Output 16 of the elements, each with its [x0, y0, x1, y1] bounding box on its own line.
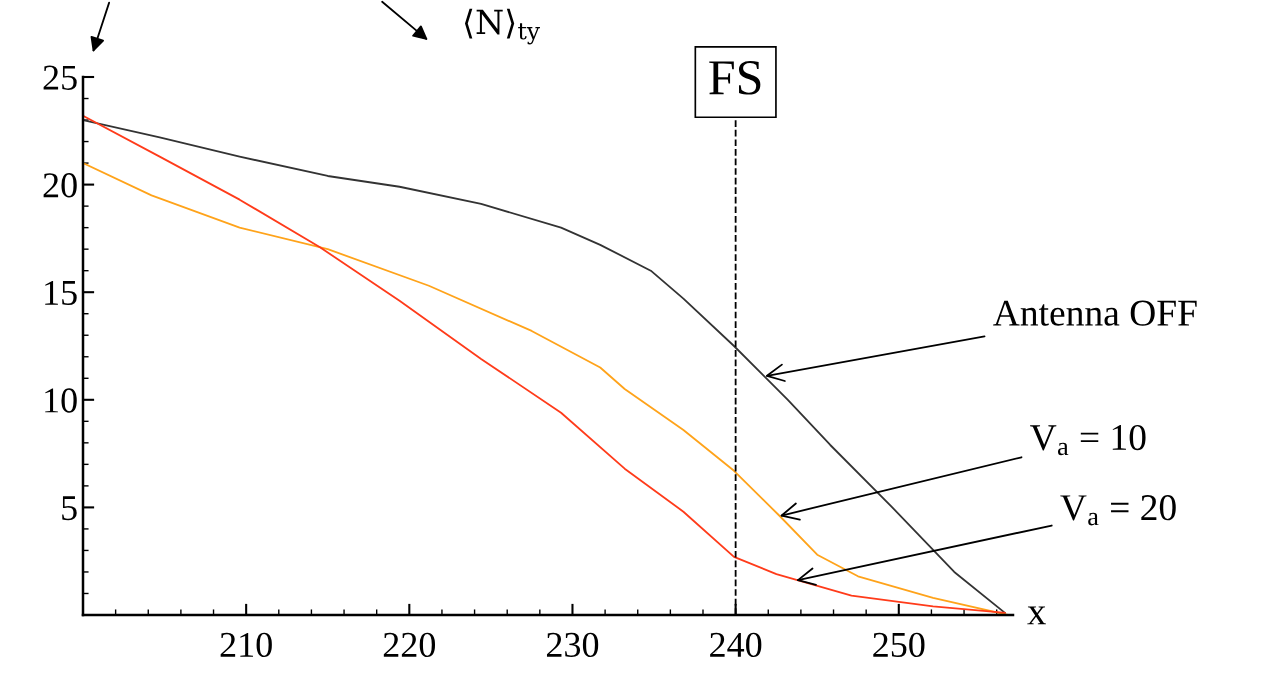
- annotation: Antenna OFF: [993, 300, 1197, 326]
- y-tick-label: 15: [45, 280, 77, 306]
- annotation: V$_{a}$ = 20: [1060, 495, 1176, 526]
- x-tick-label: 250: [873, 632, 925, 658]
- x-tick-label: 240: [710, 632, 762, 658]
- y-tick-label: 10: [45, 388, 77, 413]
- y-axis-title: ⟨N⟩$_{ty}$: [464, 8, 540, 45]
- y-tick-label: 5: [62, 496, 77, 521]
- y-tick-label: 25: [43, 65, 77, 90]
- ref-line-label: FS: [709, 61, 761, 95]
- x-tick-label: 230: [546, 632, 599, 658]
- x-tick-label: 220: [383, 632, 436, 658]
- annotation: V$_{a}$ = 10: [1030, 424, 1146, 456]
- x-tick-label: 210: [220, 632, 272, 658]
- x-axis-title: x: [1027, 606, 1046, 625]
- y-tick-label: 20: [43, 173, 77, 198]
